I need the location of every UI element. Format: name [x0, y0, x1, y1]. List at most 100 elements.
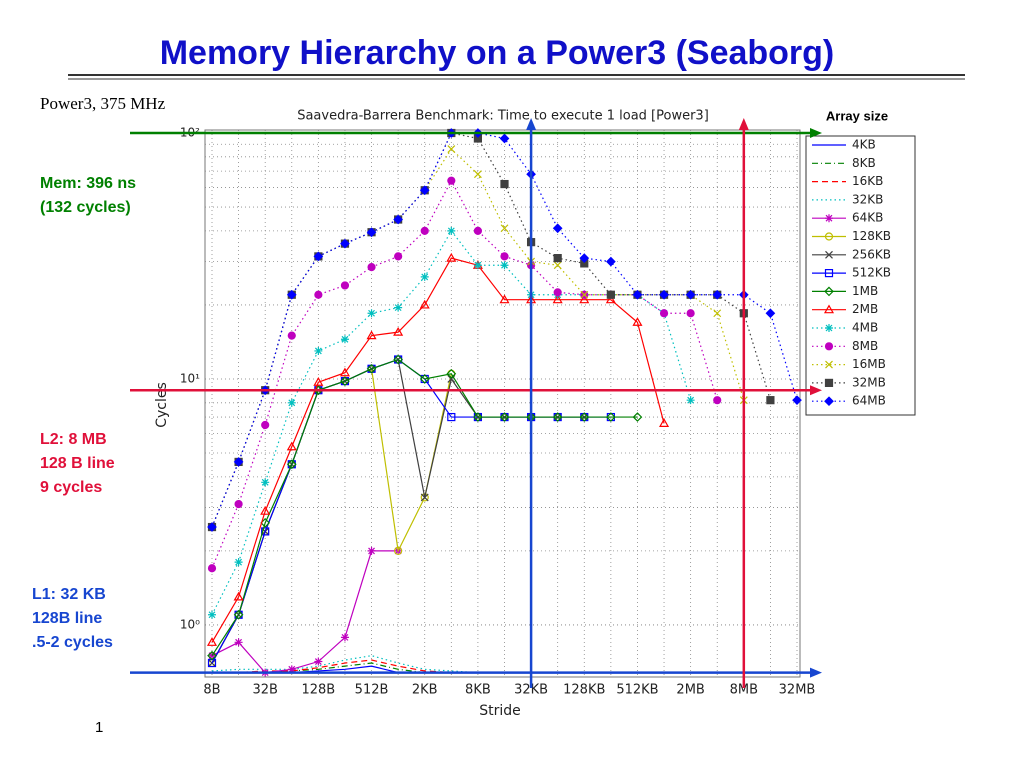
marker: [579, 294, 590, 304]
marker: [261, 478, 270, 487]
marker: [580, 290, 589, 299]
marker: [659, 309, 669, 318]
marker: [261, 527, 270, 536]
marker: [686, 309, 695, 318]
marker: [340, 281, 350, 290]
marker: [553, 254, 562, 263]
marker: [632, 289, 643, 300]
marker: [552, 412, 563, 422]
marker: [605, 294, 616, 304]
plot-frame: [204, 129, 801, 678]
marker: [340, 238, 350, 249]
marker: [606, 290, 615, 299]
x-axis-label: Stride: [479, 703, 521, 719]
marker: [552, 294, 563, 304]
annotation: L1: 32 KB: [32, 586, 106, 603]
marker: [206, 637, 218, 646]
marker: [207, 650, 217, 661]
marker: [420, 493, 429, 502]
marker: [579, 253, 590, 263]
marker: [765, 308, 776, 319]
legend-label: 32MB: [852, 375, 886, 389]
marker: [208, 610, 216, 619]
marker: [393, 354, 403, 365]
marker: [473, 412, 483, 422]
marker: [447, 226, 456, 235]
marker: [685, 289, 696, 300]
marker: [473, 261, 482, 270]
marker: [261, 420, 270, 430]
marker: [712, 289, 723, 300]
arrow-head: [810, 385, 822, 396]
marker: [339, 367, 350, 377]
marker: [340, 335, 349, 344]
legend-label: 1MB: [852, 284, 878, 298]
marker: [792, 395, 802, 406]
series-line: [211, 257, 665, 643]
marker: [233, 609, 244, 620]
series: [207, 354, 643, 661]
x-tick-label: 2MB: [676, 683, 704, 698]
marker: [208, 651, 216, 660]
marker: [499, 412, 510, 422]
x-tick-label: 512KB: [616, 683, 658, 698]
y-tick-label: 10⁰: [180, 617, 200, 631]
marker: [233, 591, 244, 601]
marker: [313, 377, 324, 386]
annotation: 9 cycles: [40, 479, 102, 496]
legend-label: 64MB: [852, 394, 886, 408]
annotation: .5-2 cycles: [32, 634, 113, 651]
marker: [473, 170, 482, 179]
marker: [419, 374, 430, 384]
marker: [825, 324, 833, 332]
marker: [446, 368, 457, 379]
marker: [500, 224, 509, 233]
marker: [207, 522, 217, 532]
marker: [394, 546, 403, 555]
marker: [234, 558, 243, 567]
legend-label: 16KB: [852, 174, 883, 188]
marker: [419, 299, 430, 309]
legend-label: 4MB: [852, 321, 878, 335]
marker: [419, 185, 430, 196]
marker: [825, 360, 833, 369]
annotation: Mem: 396 ns: [40, 175, 136, 192]
marker: [473, 226, 483, 235]
marker: [824, 342, 834, 351]
legend-label: 8KB: [852, 156, 876, 170]
legend-label: 2MB: [852, 302, 878, 316]
subtitle: Power3, 375 MHz: [40, 94, 166, 113]
x-tick-label: 8MB: [730, 683, 758, 698]
arrow-head: [738, 118, 749, 130]
marker: [420, 272, 429, 281]
marker: [499, 133, 510, 144]
marker: [632, 412, 643, 422]
marker: [553, 288, 562, 297]
y-tick-label: 10¹: [180, 371, 200, 385]
series-line: [211, 132, 771, 528]
marker: [234, 499, 243, 509]
marker: [713, 309, 722, 318]
marker: [420, 226, 429, 235]
annotation: (132 cycles): [40, 199, 131, 216]
marker: [313, 251, 324, 262]
x-tick-label: 512B: [355, 683, 389, 698]
marker: [500, 252, 509, 261]
marker: [340, 633, 349, 642]
marker: [420, 493, 429, 502]
marker: [234, 638, 243, 647]
marker: [499, 294, 510, 304]
marker: [393, 326, 404, 336]
legend-label: 256KB: [852, 247, 891, 261]
marker: [552, 223, 563, 234]
x-tick-label: 32KB: [514, 683, 548, 698]
x-tick-label: 128B: [301, 683, 335, 698]
marker: [766, 396, 775, 405]
slide-title: Memory Hierarchy on a Power3 (Seaborg): [160, 34, 835, 72]
x-tick-label: 8KB: [465, 683, 491, 698]
marker: [824, 269, 834, 278]
annotation: 128 B line: [40, 455, 115, 472]
marker: [500, 179, 509, 189]
marker: [286, 289, 297, 300]
